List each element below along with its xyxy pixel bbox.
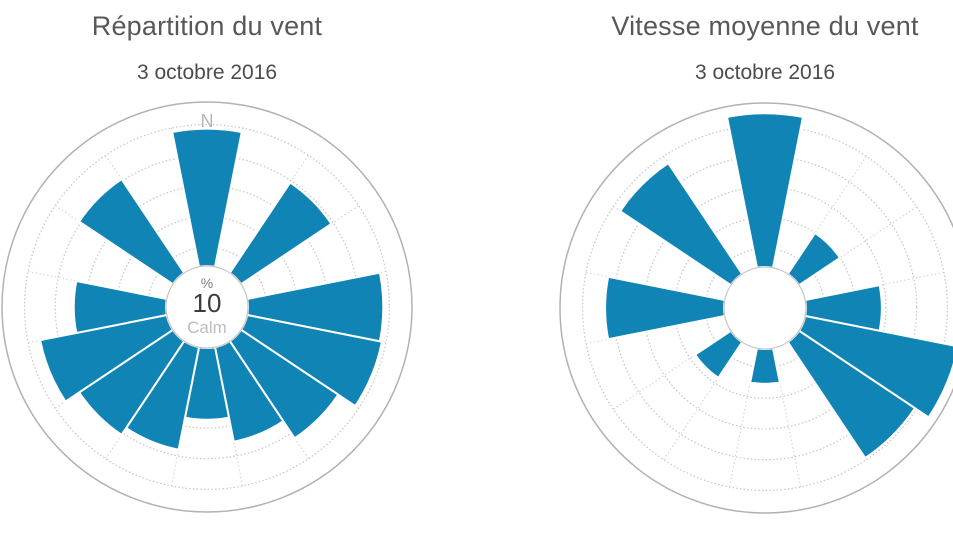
left-chart-title: Répartition du vent (91, 11, 323, 41)
wedge-N (171, 127, 243, 268)
wind-speed-rose (545, 88, 953, 528)
grid-ring (581, 124, 949, 492)
wind-direction-rose: N% 10 Calm (0, 87, 427, 527)
center-value-label: 10 (193, 288, 222, 318)
wedge-NW (618, 161, 744, 287)
wedge-N (725, 112, 805, 269)
center-unit-label: % (201, 275, 213, 291)
center-circle (165, 265, 249, 349)
wedge-NE (228, 181, 333, 286)
center-calm-label: Calm (187, 318, 227, 337)
wedge-SW (693, 329, 744, 380)
wedge-W (604, 275, 726, 341)
outer-circle (559, 102, 953, 514)
left-chart-header: Répartition du vent 3 octobre 2016 (0, 0, 414, 84)
wedge-NW (77, 177, 186, 286)
center-circle (723, 266, 807, 350)
wedge-S (749, 347, 781, 385)
wedge-NE (786, 231, 842, 287)
right-chart-header: Vitesse moyenne du vent 3 octobre 2016 (545, 0, 953, 84)
right-chart-subtitle: 3 octobre 2016 (694, 61, 836, 85)
outer-circle (1, 101, 413, 513)
windrose-svg (559, 102, 953, 514)
north-label: N (201, 111, 214, 131)
left-chart-subtitle: 3 octobre 2016 (136, 61, 278, 85)
right-chart-title: Vitesse moyenne du vent (611, 11, 919, 41)
grid-ring (23, 123, 391, 491)
